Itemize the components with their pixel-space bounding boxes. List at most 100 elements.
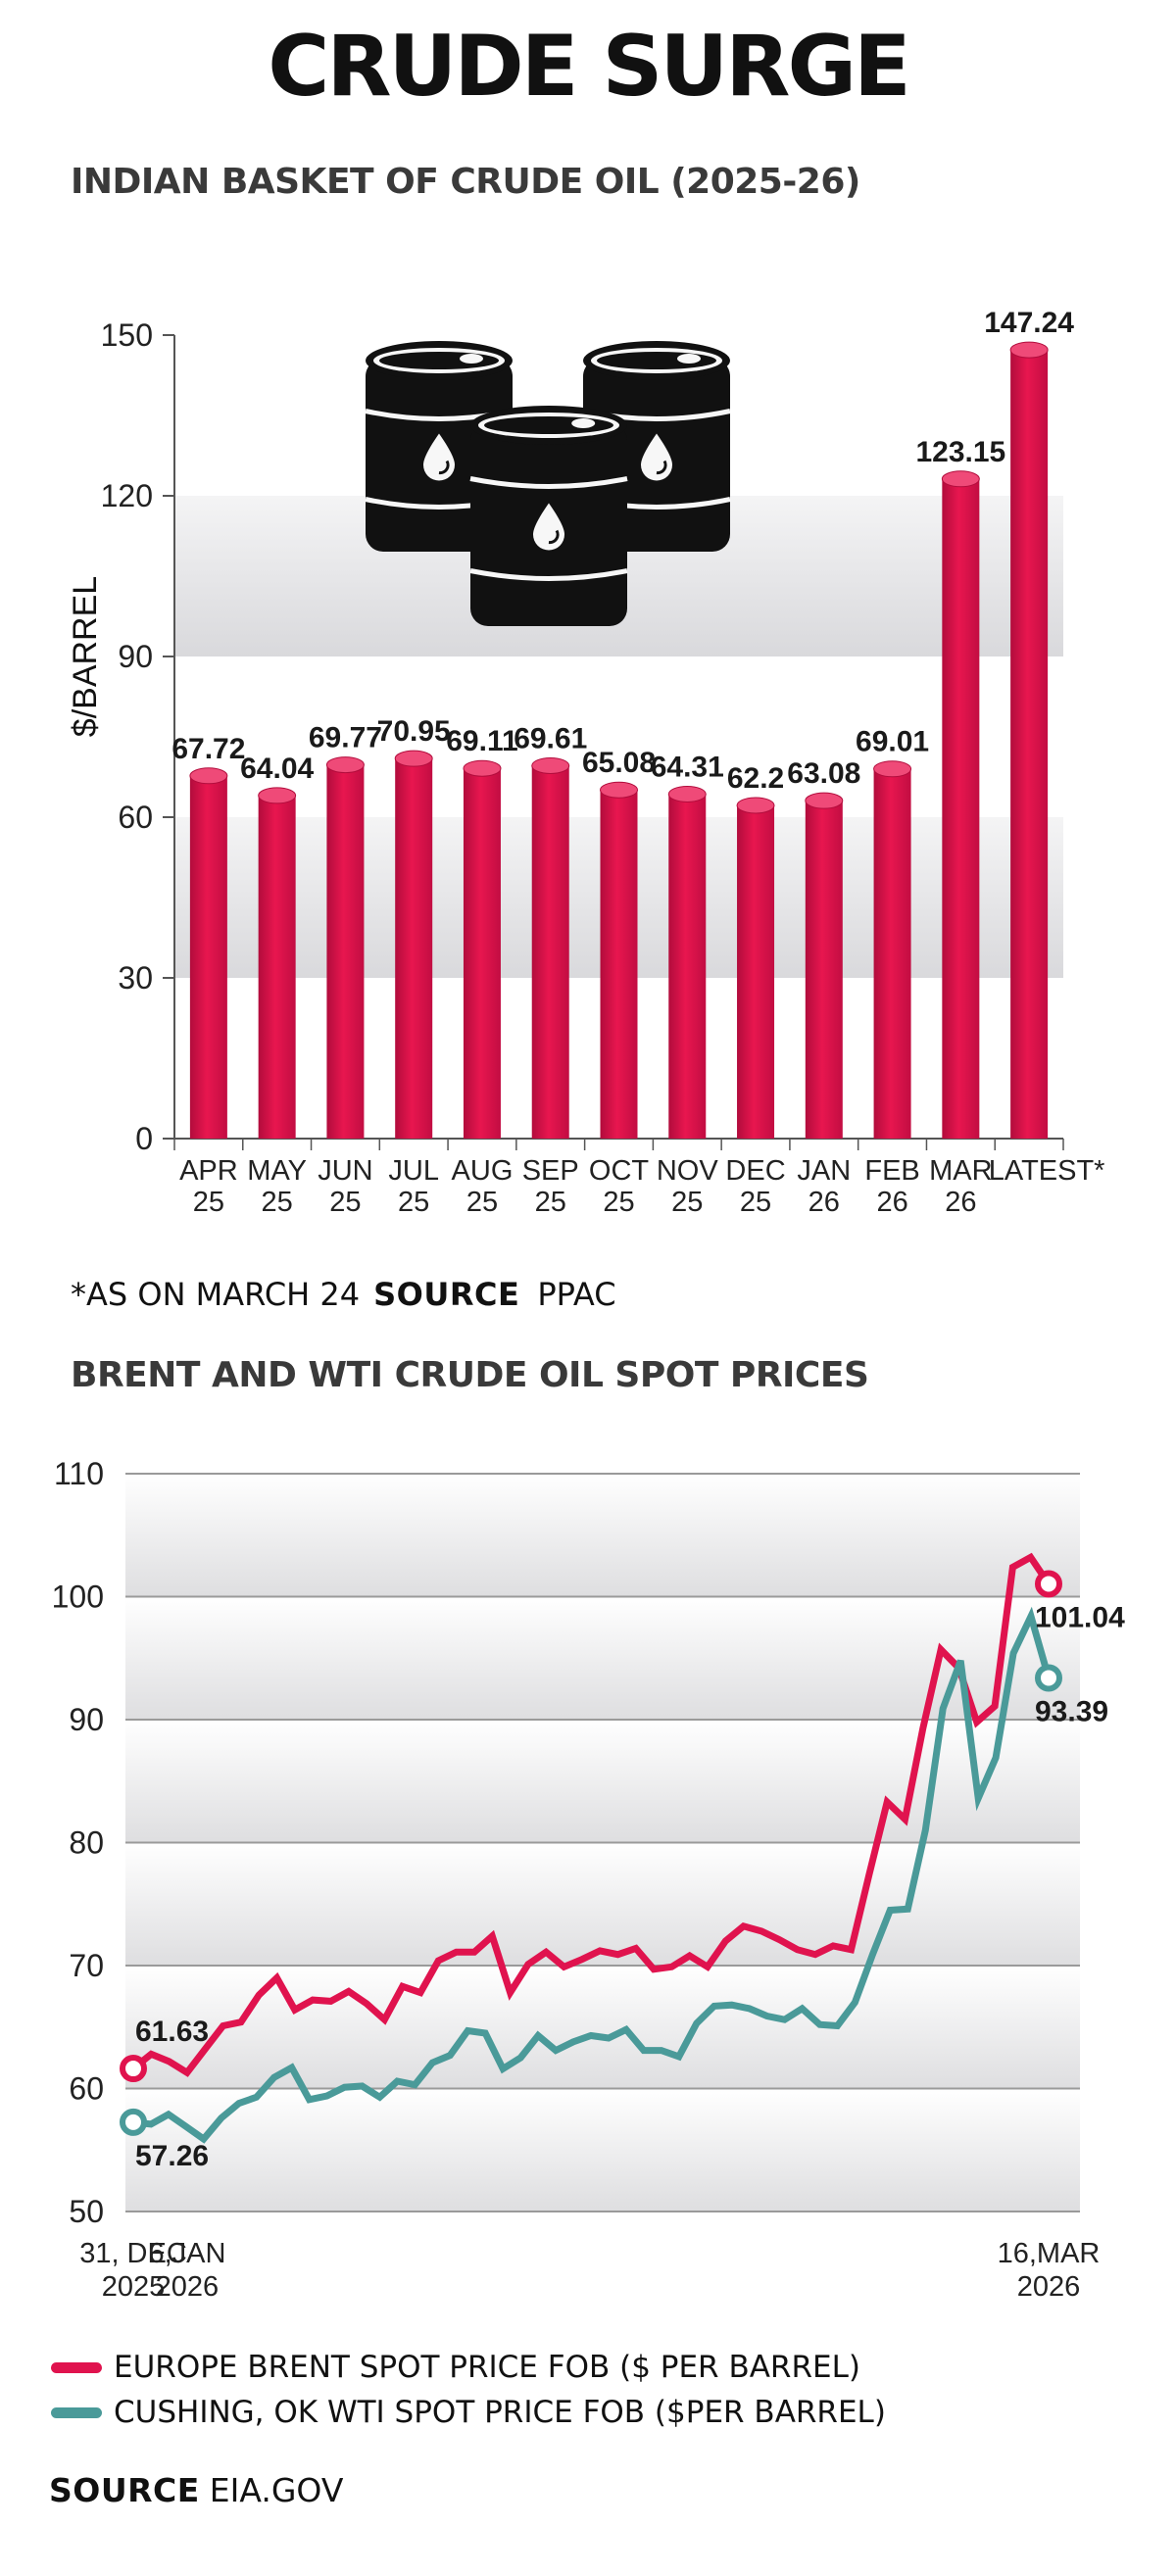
- bar-y-tick-label: 0: [135, 1121, 153, 1156]
- line-grid-band: [125, 1474, 1080, 1597]
- bar-category-label: 25: [603, 1187, 634, 1218]
- line-end-marker: [1035, 1570, 1062, 1598]
- footnote-source-value: PPAC: [537, 1276, 616, 1313]
- line-y-tick-label: 90: [69, 1702, 104, 1737]
- bar-value-label: 69.61: [514, 722, 587, 754]
- bar-category-label: OCT: [589, 1155, 650, 1187]
- bar-category-label: JAN: [797, 1155, 851, 1187]
- bar-category-label: 25: [329, 1187, 361, 1218]
- legend-item-wti: CUSHING, OK WTI SPOT PRICE FOB ($PER BAR…: [51, 2395, 886, 2430]
- bar-value-label: 69.77: [309, 722, 382, 754]
- footnote-source-label: SOURCE: [49, 2471, 200, 2509]
- bar-category-label: JUN: [318, 1155, 372, 1187]
- footnote-source-label: SOURCE: [373, 1276, 520, 1313]
- bar-value-label: 65.08: [582, 747, 656, 779]
- legend-swatch-wti: [51, 2406, 102, 2418]
- bar-category-label: 26: [876, 1187, 907, 1218]
- legend-label-brent: EUROPE BRENT SPOT PRICE FOB ($ PER BARRE…: [114, 2350, 860, 2385]
- bar-category-label: SEP: [522, 1155, 579, 1187]
- line-footnote: SOURCE EIA.GOV: [49, 2471, 343, 2509]
- bar-value-label: 123.15: [915, 436, 1005, 468]
- bar-value-label: 64.04: [240, 753, 314, 785]
- bar-value-label: 70.95: [377, 715, 451, 748]
- line-chart-title: BRENT AND WTI CRUDE OIL SPOT PRICES: [71, 1355, 869, 1395]
- bar: [667, 785, 707, 1139]
- bar-category-label: FEB: [864, 1155, 919, 1187]
- line-y-tick-label: 70: [69, 1948, 104, 1983]
- line-x-tick-label: 2026: [1017, 2271, 1081, 2303]
- bar-footnote: *AS ON MARCH 24 SOURCE PPAC: [71, 1276, 616, 1313]
- legend-swatch-brent: [51, 2361, 102, 2373]
- line-grid-band: [125, 1596, 1080, 1720]
- bar-category-label: 25: [740, 1187, 771, 1218]
- bar-category-label: AUG: [452, 1155, 514, 1187]
- bar-y-axis-label: $/BARREL: [67, 576, 104, 737]
- line-x-tick-label: 2025: [102, 2271, 166, 2303]
- bar: [394, 750, 433, 1139]
- bar: [1009, 341, 1049, 1139]
- bar: [736, 797, 775, 1139]
- footnote-note: *AS ON MARCH 24: [71, 1276, 361, 1313]
- line-end-value-label: 93.39: [1035, 1695, 1108, 1727]
- bar-category-label: JUL: [388, 1155, 439, 1187]
- line-y-tick-label: 100: [52, 1580, 104, 1615]
- bar-y-tick-label: 60: [118, 800, 153, 835]
- bar-category-label: 25: [671, 1187, 703, 1218]
- bar-category-label: 26: [945, 1187, 976, 1218]
- legend-label-wti: CUSHING, OK WTI SPOT PRICE FOB ($PER BAR…: [114, 2395, 886, 2430]
- bar-y-tick-label: 30: [118, 960, 153, 996]
- line-x-tick-label: 16,MAR: [998, 2238, 1101, 2269]
- bar-value-label: 67.72: [172, 733, 245, 765]
- line-start-value-label: 57.26: [135, 2140, 209, 2172]
- bar-value-label: 62.2: [727, 762, 784, 795]
- bar: [189, 767, 228, 1139]
- bar-category-label: 25: [535, 1187, 566, 1218]
- line-x-tick-label: 2026: [156, 2271, 220, 2303]
- line-series-wti: [129, 1606, 1053, 2144]
- bar-y-tick-label: 150: [101, 317, 153, 353]
- bar-value-label: 147.24: [984, 307, 1074, 339]
- bar-y-tick-label: 120: [101, 478, 153, 513]
- footnote-source-value: EIA.GOV: [209, 2471, 344, 2509]
- bar: [600, 781, 638, 1139]
- bar: [805, 792, 844, 1139]
- line-end-marker: [1035, 1664, 1062, 1692]
- bar-category-label: 25: [262, 1187, 293, 1218]
- bar: [258, 787, 297, 1139]
- bar-value-label: 64.31: [651, 751, 724, 783]
- bar: [873, 760, 912, 1139]
- bar-category-label: APR: [179, 1155, 238, 1187]
- bar: [463, 759, 502, 1139]
- legend-item-brent: EUROPE BRENT SPOT PRICE FOB ($ PER BARRE…: [51, 2350, 860, 2385]
- bar-value-label: 63.08: [787, 757, 860, 790]
- line-grid-band: [125, 1842, 1080, 1966]
- bar-y-tick-label: 90: [118, 639, 153, 674]
- bar-category-label: NOV: [657, 1155, 719, 1187]
- bar-category-label: MAY: [247, 1155, 307, 1187]
- line-y-tick-label: 50: [69, 2194, 104, 2229]
- line-y-tick-label: 60: [69, 2071, 104, 2107]
- line-start-value-label: 61.63: [135, 2016, 209, 2048]
- oil-barrels-icon: [365, 341, 731, 626]
- bar: [325, 756, 365, 1139]
- bar-value-label: 69.01: [856, 726, 929, 758]
- bar-category-label: 26: [808, 1187, 840, 1218]
- page-title: CRUDE SURGE: [268, 18, 911, 116]
- bar-category-label: DEC: [725, 1155, 785, 1187]
- bar: [531, 756, 570, 1139]
- line-start-marker: [120, 2055, 147, 2083]
- line-y-tick-label: 110: [54, 1456, 104, 1491]
- line-x-tick-label: 6,JAN: [148, 2238, 225, 2269]
- line-series-brent: [129, 1552, 1053, 2077]
- bar: [941, 470, 980, 1139]
- bar-chart-title: INDIAN BASKET OF CRUDE OIL (2025-26): [71, 162, 860, 202]
- bar-category-label: 25: [193, 1187, 224, 1218]
- bar-category-label: MAR: [929, 1155, 992, 1187]
- line-start-marker: [120, 2108, 147, 2136]
- bar-category-label: 25: [466, 1187, 498, 1218]
- bar-category-label: LATEST*: [989, 1155, 1105, 1187]
- bar-value-label: 69.11: [446, 725, 517, 757]
- bar-category-label: 25: [398, 1187, 429, 1218]
